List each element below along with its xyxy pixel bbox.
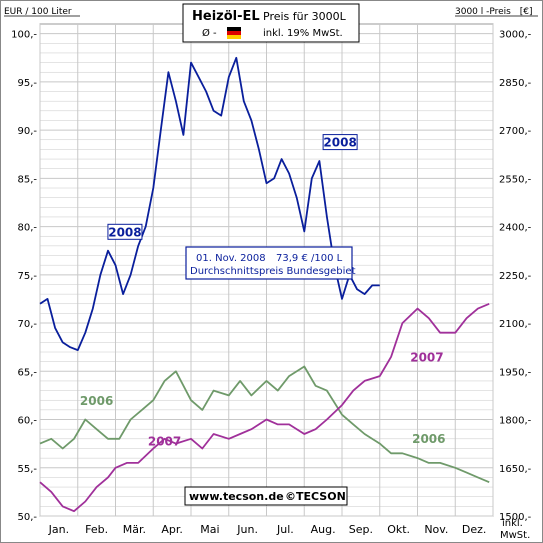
tax-note: inkl. 19% MwSt. (263, 28, 343, 39)
footer-url: www.tecson.de (189, 490, 284, 503)
y-tick-label: 100,- (11, 30, 37, 41)
y2-tick-label: 1500,- (499, 512, 532, 523)
x-tick-label: Jan. (48, 523, 69, 536)
series-label: 2008 (108, 225, 141, 239)
y-tick-label: 80,- (17, 223, 37, 234)
x-tick-label: Jun. (236, 523, 258, 536)
x-tick-label: Dez. (462, 523, 487, 536)
series-label: 2006 (80, 394, 113, 408)
x-tick-label: Mär. (123, 523, 146, 536)
series-lines (39, 56, 490, 513)
series-label-box (322, 134, 358, 151)
info-box: 01. Nov. 2008 73,9 € /100 L Durchschnitt… (185, 246, 356, 280)
series-line-2007 (39, 302, 490, 513)
right-unit-label: 3000 l -Preis [€] (455, 7, 533, 17)
series-label-box (107, 223, 143, 240)
series-line-2008 (39, 56, 380, 352)
x-tick-label: Jul. (276, 523, 294, 536)
info-box-frame (185, 246, 353, 280)
footer-frame (184, 486, 348, 506)
series-labels: 2008 2008 2007 2007 2006 2006 (80, 134, 446, 449)
series-label: 2007 (410, 351, 443, 365)
y-tick-label: 60,- (17, 416, 37, 427)
y2-tick-label: 2700,- (499, 126, 532, 137)
y-axis-right: 3000,- 2850,- 2700,- 2550,- 2400,- 2250,- 2100… (499, 30, 532, 523)
y2-tick-label: 2550,- (499, 174, 532, 185)
y-tick-label: 50,- (17, 512, 37, 523)
average-symbol: Ø - (202, 27, 217, 39)
title-box-frame (182, 3, 360, 43)
title-box: Heizöl-EL Preis für 3000L Ø - inkl. 19% … (182, 3, 360, 43)
y-tick-label: 85,- (17, 174, 37, 185)
x-tick-label: Nov. (424, 523, 448, 536)
footer-box: www.tecson.de ©TECSON (184, 486, 348, 506)
y2-tick-label: 2250,- (499, 271, 532, 282)
x-tick-label: Sep. (349, 523, 373, 536)
series-label: 2008 (323, 136, 356, 150)
series-line-2006 (39, 365, 490, 484)
y-tick-label: 75,- (17, 271, 37, 282)
series-label: 2007 (148, 435, 181, 449)
y-tick-label: 70,- (17, 319, 37, 330)
y2-tick-label: 2850,- (499, 78, 532, 89)
x-axis: Jan. Feb. Mär. Apr. Mai Jun. Jul. Aug. Sep. Okt. N… (48, 523, 487, 536)
x-tick-label: Mai (200, 523, 219, 536)
y2-tick-label: 1800,- (499, 416, 532, 427)
y2-tick-label: 1650,- (499, 464, 532, 475)
y-tick-label: 95,- (17, 78, 37, 89)
y2-tick-label: 2100,- (499, 319, 532, 330)
chart-subtitle: Preis für 3000L (263, 10, 347, 23)
series-label: 2006 (412, 432, 445, 446)
right-unit-bracket: [€] (520, 7, 533, 17)
y-tick-label: 90,- (17, 126, 37, 137)
incl-vat-line2: MwSt. (500, 530, 530, 541)
x-tick-label: Apr. (161, 523, 183, 536)
info-date: 01. Nov. 2008 (196, 253, 266, 264)
x-tick-label: Okt. (387, 523, 410, 536)
y-tick-label: 55,- (17, 464, 37, 475)
y-axis-left: 100,- 95,- 90,- 85,- 80,- 75,- 70,- 65,- 60,- 55,… (11, 30, 37, 523)
german-flag-icon (227, 27, 241, 39)
x-tick-label: Aug. (311, 523, 336, 536)
info-price: 73,9 € /100 L (276, 253, 343, 264)
y-tick-label: 65,- (17, 367, 37, 378)
chart-title: Heizöl-EL (192, 9, 260, 24)
right-unit-text: 3000 l -Preis (455, 7, 511, 17)
incl-vat-line1: inkl. (502, 518, 523, 529)
footer-copyright: ©TECSON (285, 490, 346, 503)
y2-tick-label: 1950,- (499, 367, 532, 378)
left-unit-label: EUR / 100 Liter (4, 7, 72, 17)
y2-tick-label: 3000,- (499, 30, 532, 41)
x-tick-label: Feb. (85, 523, 108, 536)
info-label: Durchschnittspreis Bundesgebiet (190, 266, 356, 277)
y2-tick-label: 2400,- (499, 223, 532, 234)
